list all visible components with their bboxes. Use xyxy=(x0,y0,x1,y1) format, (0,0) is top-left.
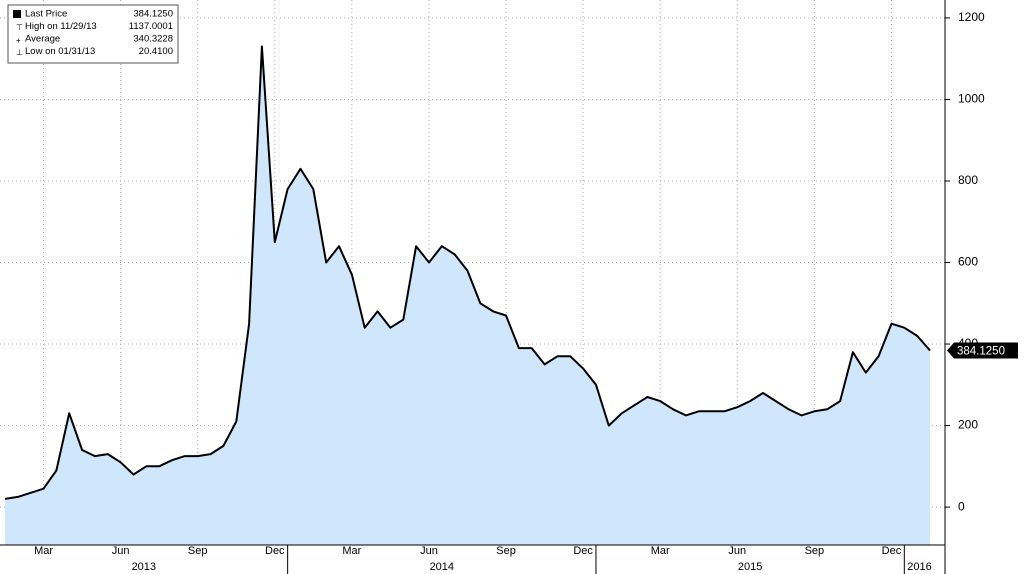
x-tick-label: Sep xyxy=(188,545,208,557)
x-tick-label: Mar xyxy=(342,545,361,557)
x-tick-label: Sep xyxy=(805,545,825,557)
legend-value: 340.3228 xyxy=(133,34,173,45)
x-tick-label: Dec xyxy=(573,545,593,557)
legend-icon: + xyxy=(16,36,21,45)
x-tick-label: Sep xyxy=(496,545,516,557)
legend-box xyxy=(7,4,179,64)
price-tag-label: 384.1250 xyxy=(957,346,1005,358)
x-tick-label: Mar xyxy=(651,545,670,557)
legend-icon: ⊤ xyxy=(16,23,23,32)
legend: ⊤ + ⊥ Last Price 384.1250 High on 11/29/13… xyxy=(7,4,179,64)
x-tick-label: Mar xyxy=(34,545,53,557)
plot xyxy=(0,0,945,545)
y-tick-label: 600 xyxy=(958,255,978,269)
legend-label: Average xyxy=(25,34,60,45)
legend-icon: ⊥ xyxy=(16,48,23,57)
area-fill xyxy=(5,46,930,545)
y-tick-label: 1200 xyxy=(958,10,985,24)
price-tag xyxy=(947,342,1018,359)
x-tick-label: Jun xyxy=(112,545,130,557)
x-tick-label: Dec xyxy=(265,545,285,557)
legend-label: Low on 01/31/13 xyxy=(25,46,95,57)
x-tick-label: Jun xyxy=(420,545,438,557)
year-label: 2013 xyxy=(132,561,156,573)
legend-value: 20.4100 xyxy=(139,46,173,57)
y-tick-label: 200 xyxy=(958,418,978,432)
year-label: 2015 xyxy=(738,561,762,573)
year-label: 2014 xyxy=(430,561,454,573)
x-tick-label: Dec xyxy=(882,545,902,557)
legend-value: 384.1250 xyxy=(133,9,173,20)
y-tick-label: 1000 xyxy=(958,92,985,106)
legend-label: High on 11/29/13 xyxy=(25,21,97,32)
y-tick-label: 0 xyxy=(958,499,965,513)
x-tick-label: Jun xyxy=(728,545,746,557)
legend-icon xyxy=(13,10,21,18)
price-line xyxy=(4,45,931,500)
legend-value: 1137.0001 xyxy=(129,21,173,32)
year-label: 2016 xyxy=(907,561,931,573)
y-tick-label: 800 xyxy=(958,173,978,187)
legend-label: Last Price xyxy=(25,9,67,20)
